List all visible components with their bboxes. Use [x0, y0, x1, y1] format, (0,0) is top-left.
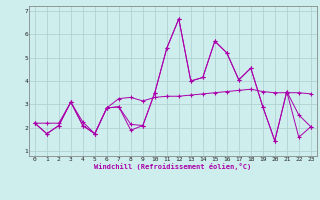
- X-axis label: Windchill (Refroidissement éolien,°C): Windchill (Refroidissement éolien,°C): [94, 163, 252, 170]
